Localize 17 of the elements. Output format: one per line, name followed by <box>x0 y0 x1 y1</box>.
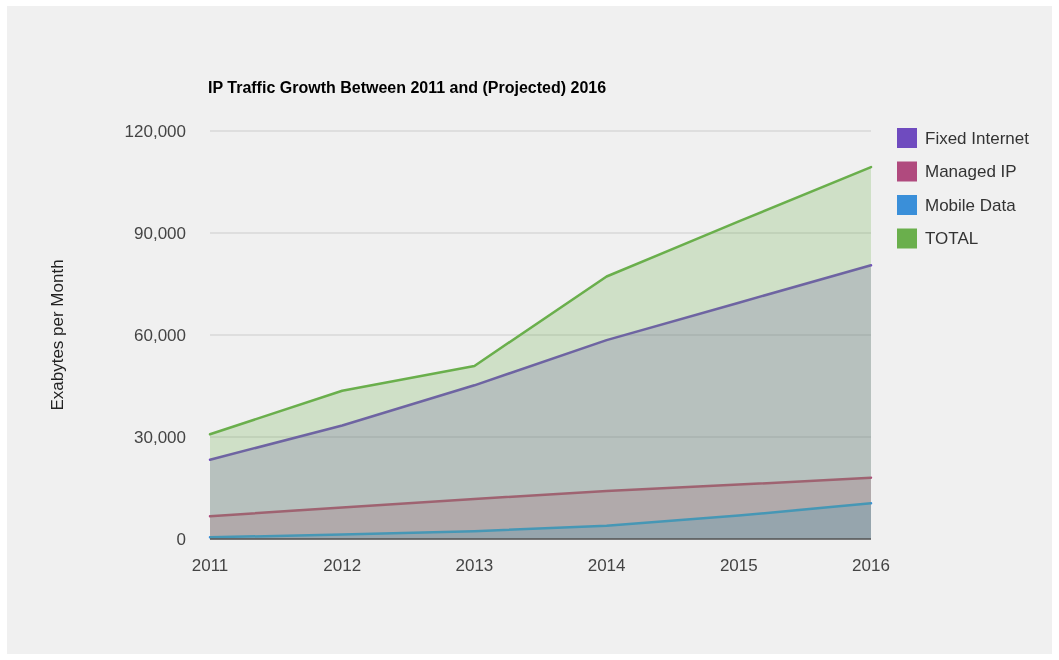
y-axis-title: Exabytes per Month <box>48 259 67 411</box>
y-tick-label: 90,000 <box>134 223 186 243</box>
x-tick-label: 2011 <box>191 556 229 575</box>
legend-label: Fixed Internet <box>925 128 1030 148</box>
y-tick-label: 60,000 <box>134 325 186 345</box>
x-tick-label: 2014 <box>587 556 626 575</box>
x-tick-label: 2015 <box>719 556 758 575</box>
x-tick-label: 2016 <box>852 556 890 575</box>
y-tick-label: 30,000 <box>134 427 186 447</box>
chart-title: IP Traffic Growth Between 2011 and (Projected) 2016 <box>208 79 607 96</box>
x-tick-label: 2013 <box>455 556 494 575</box>
y-tick-label: 0 <box>176 529 186 549</box>
legend-label: TOTAL <box>925 229 979 249</box>
legend-label: Managed IP <box>925 162 1017 182</box>
legend-label: Mobile Data <box>925 195 1017 215</box>
y-tick-label: 120,000 <box>124 121 186 141</box>
x-tick-label: 2012 <box>323 556 362 575</box>
